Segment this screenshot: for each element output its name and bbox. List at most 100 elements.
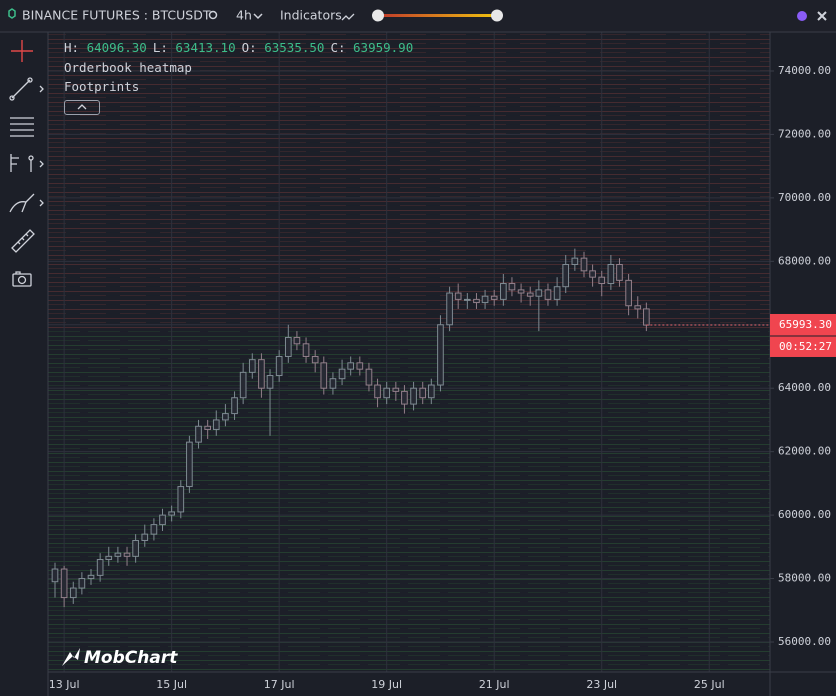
ohlc-label: O: xyxy=(241,40,257,55)
candle-body xyxy=(212,419,220,430)
candle-body xyxy=(329,378,337,389)
screenshot-tool[interactable] xyxy=(12,271,32,287)
search-icon[interactable] xyxy=(208,10,218,20)
ohlc-label: H: xyxy=(64,40,80,55)
candle-body xyxy=(132,539,139,557)
overlay-item[interactable]: Footprints xyxy=(64,79,140,94)
candle-body xyxy=(437,324,444,386)
ohlc-label: L: xyxy=(152,40,168,55)
collapse-button[interactable] xyxy=(64,99,100,115)
indicators[interactable]: Indicators xyxy=(280,8,342,23)
y-tick-label: 58000.00 xyxy=(778,572,831,585)
indicators-icon xyxy=(341,13,355,21)
y-tick-label: 56000.00 xyxy=(778,635,831,648)
last-price-label: 65993.30 xyxy=(779,318,832,331)
candle-body xyxy=(589,270,596,278)
close-button[interactable] xyxy=(817,11,827,21)
candle-body xyxy=(580,257,588,272)
candle-body xyxy=(616,263,623,281)
x-tick-label: 17 Jul xyxy=(264,678,295,691)
candle-body xyxy=(517,289,525,294)
x-tick-label: 19 Jul xyxy=(371,678,402,691)
y-tick-label: 74000.00 xyxy=(778,64,831,77)
y-tick-label: 70000.00 xyxy=(778,191,831,204)
candle-body xyxy=(87,574,95,580)
candle-body xyxy=(625,279,632,307)
candle-body xyxy=(383,387,391,399)
candle-body xyxy=(500,283,507,300)
overlay-item[interactable]: Orderbook heatmap xyxy=(64,59,192,75)
ohlc-value: 63413.10 xyxy=(175,40,236,55)
candle-body xyxy=(356,362,364,370)
logo-mark xyxy=(62,648,80,666)
candle-body xyxy=(401,390,408,405)
candle-body xyxy=(562,263,570,288)
logo: MobChart xyxy=(84,648,178,668)
candle-body xyxy=(284,336,292,357)
candle-body xyxy=(159,514,166,526)
candle-body xyxy=(508,283,516,291)
candle-body xyxy=(598,276,606,285)
candle-body xyxy=(78,578,86,589)
candle-body xyxy=(293,336,301,345)
x-tick-label: 23 Jul xyxy=(586,678,617,691)
candle-body xyxy=(427,384,435,399)
candle-body xyxy=(239,371,247,399)
y-tick-label: 60000.00 xyxy=(778,508,831,521)
candle-body xyxy=(186,441,193,488)
candle-body xyxy=(634,305,642,310)
fib-tool[interactable] xyxy=(10,117,34,137)
slider-handle[interactable] xyxy=(491,9,503,22)
line-tool[interactable] xyxy=(9,77,44,101)
y-tick-label: 68000.00 xyxy=(778,254,831,267)
candle-body xyxy=(490,295,498,300)
heatmap-bids xyxy=(48,330,770,672)
candle-body xyxy=(231,397,238,415)
candle-body xyxy=(347,362,355,370)
brush-tool[interactable] xyxy=(9,193,44,213)
candle-body xyxy=(446,292,453,326)
crosshair-tool[interactable] xyxy=(11,40,33,62)
symbol[interactable]: BINANCE FUTURES : BTCUSDT xyxy=(22,8,211,23)
y-tick-label: 72000.00 xyxy=(778,127,831,140)
opacity-slider[interactable] xyxy=(378,14,498,17)
exchange-icon xyxy=(8,8,16,19)
candle-body xyxy=(526,292,534,297)
candle-body xyxy=(248,359,256,373)
slider-handle[interactable] xyxy=(372,9,384,22)
ohlc-value: 63959.90 xyxy=(353,40,414,55)
candle-body xyxy=(311,355,319,364)
candle-body xyxy=(168,511,175,516)
candle-body xyxy=(123,552,131,557)
candle-body xyxy=(320,362,328,389)
candle-body xyxy=(275,355,283,377)
candle-body xyxy=(258,359,265,389)
candle-body xyxy=(535,289,543,297)
candle-body xyxy=(141,533,149,541)
x-tick-label: 13 Jul xyxy=(49,678,80,691)
x-tick-label: 21 Jul xyxy=(479,678,510,691)
candle-body xyxy=(69,587,77,599)
candle-body xyxy=(553,286,561,300)
y-tick-label: 64000.00 xyxy=(778,381,831,394)
ohlc-value: 64096.30 xyxy=(86,40,147,55)
x-tick-label: 15 Jul xyxy=(156,678,187,691)
candle-body xyxy=(607,263,615,285)
candle-body xyxy=(177,486,185,513)
interval[interactable]: 4h xyxy=(236,8,252,23)
candle-body xyxy=(571,257,579,265)
candle-body xyxy=(96,559,104,576)
measure-tool[interactable] xyxy=(11,229,35,253)
candle-body xyxy=(454,292,462,300)
countdown: 00:52:27 xyxy=(779,340,832,353)
candle-body xyxy=(473,298,480,304)
candle-body xyxy=(463,298,471,301)
candle-body xyxy=(410,387,417,405)
y-tick-label: 62000.00 xyxy=(778,445,831,458)
left-toolbar xyxy=(0,32,48,696)
pattern-tool[interactable] xyxy=(10,154,44,172)
candle-body xyxy=(302,343,310,357)
candle-body xyxy=(51,568,59,583)
candle-body xyxy=(338,368,346,380)
